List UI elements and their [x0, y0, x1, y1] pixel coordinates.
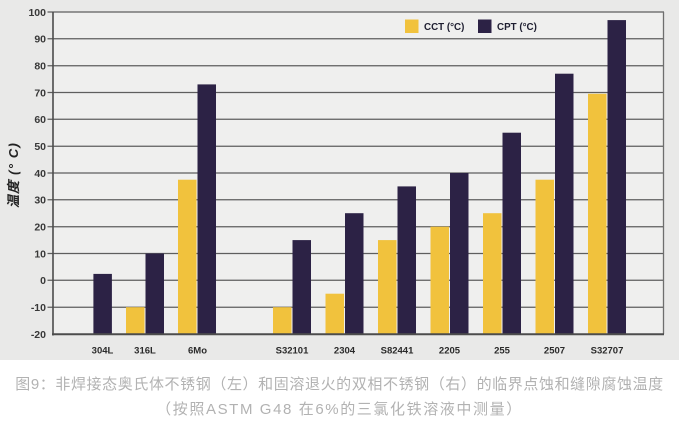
svg-text:60: 60 — [34, 114, 46, 126]
svg-text:40: 40 — [34, 168, 46, 180]
svg-text:10: 10 — [34, 248, 46, 260]
svg-text:-10: -10 — [31, 302, 46, 314]
svg-text:2205: 2205 — [439, 346, 461, 357]
svg-text:2507: 2507 — [544, 346, 565, 357]
svg-text:100: 100 — [28, 7, 46, 19]
svg-text:6Mo: 6Mo — [188, 346, 207, 357]
svg-text:70: 70 — [34, 87, 46, 99]
svg-text:温度 (° C): 温度 (° C) — [6, 142, 21, 208]
svg-text:304L: 304L — [92, 346, 114, 357]
svg-text:90: 90 — [34, 34, 46, 46]
svg-text:80: 80 — [34, 61, 46, 73]
svg-text:20: 20 — [34, 222, 46, 234]
svg-text:S82441: S82441 — [381, 346, 414, 357]
svg-text:S32707: S32707 — [591, 346, 624, 357]
svg-text:2304: 2304 — [334, 346, 356, 357]
svg-text:255: 255 — [494, 346, 511, 357]
svg-text:316L: 316L — [134, 346, 156, 357]
svg-text:0: 0 — [40, 275, 46, 287]
svg-text:-20: -20 — [31, 329, 46, 341]
svg-text:CCT (°C): CCT (°C) — [424, 22, 464, 33]
svg-text:CPT (°C): CPT (°C) — [497, 22, 537, 33]
svg-text:50: 50 — [34, 141, 46, 153]
svg-text:S32101: S32101 — [276, 346, 309, 357]
svg-text:30: 30 — [34, 195, 46, 207]
